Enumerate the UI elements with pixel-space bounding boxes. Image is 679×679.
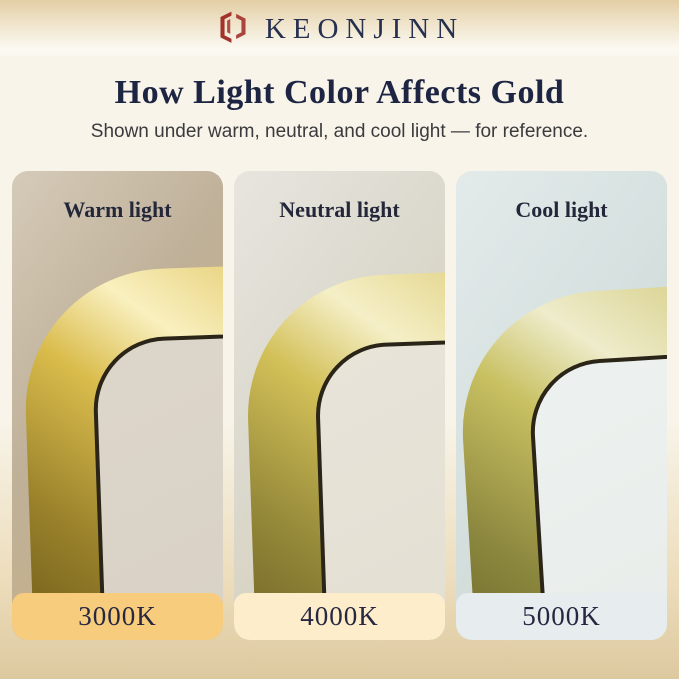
kelvin-badge: 3000K xyxy=(12,593,223,640)
light-panel-warm: Warm light 3000K xyxy=(12,171,223,640)
kelvin-badge: 5000K xyxy=(456,593,667,640)
brand-name: KEONJINN xyxy=(264,12,465,45)
panel-label: Warm light xyxy=(63,197,172,222)
page-title: How Light Color Affects Gold xyxy=(114,74,565,111)
mirror-corner-photo xyxy=(12,171,223,640)
kelvin-badge: 4000K xyxy=(234,593,445,640)
light-panel-neutral: Neutral light 4000K xyxy=(234,171,445,640)
panel-label: Neutral light xyxy=(279,197,400,222)
mirror-corner-photo xyxy=(456,171,667,640)
panel-label: Cool light xyxy=(515,197,608,222)
light-comparison-row: Warm light 3000K xyxy=(12,171,667,640)
mirror-corner-photo xyxy=(234,171,445,640)
keonjinn-doors-icon xyxy=(220,11,246,43)
page-subtitle: Shown under warm, neutral, and cool ligh… xyxy=(90,121,589,142)
light-panel-cool: Cool light 5000K xyxy=(456,171,667,640)
brand-header: KEONJINN xyxy=(0,0,679,56)
